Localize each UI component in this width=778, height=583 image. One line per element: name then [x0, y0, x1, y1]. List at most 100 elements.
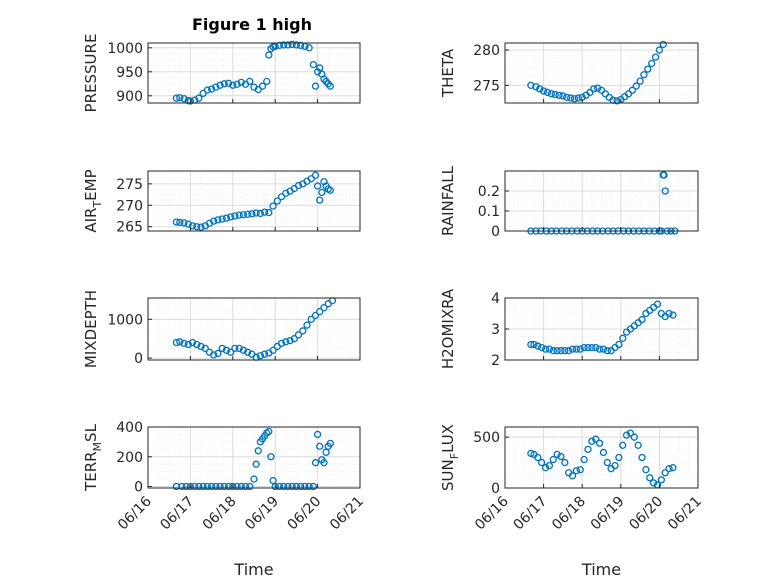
terr_msl-marker: [326, 439, 334, 448]
air_temp-marker: [235, 211, 243, 219]
pressure-marker: [216, 81, 224, 89]
terr_msl-marker: [309, 482, 318, 491]
terr_msl-marker: [203, 482, 212, 491]
sun_flux-marker: [626, 429, 635, 437]
pressure-marker: [280, 41, 288, 49]
sun_flux-marker: [588, 437, 596, 445]
sun_flux-marker: [541, 464, 550, 472]
terr_msl-marker: [320, 459, 328, 467]
sun_flux-marker: [595, 439, 604, 447]
terr_msl-marker: [216, 482, 224, 491]
theta-marker: [555, 91, 563, 99]
terr_msl-marker: [199, 482, 207, 491]
terr_msl-marker: [190, 482, 199, 491]
sun_flux-marker: [649, 479, 658, 487]
terr_msl-marker: [252, 460, 260, 468]
air_temp-marker: [313, 182, 322, 190]
mixdepth-marker: [235, 344, 243, 353]
terr_msl-marker: [241, 482, 250, 491]
sun_flux-ytick-label: 0: [491, 481, 500, 497]
theta-marker: [570, 95, 579, 103]
pressure-marker: [288, 40, 296, 49]
sun_flux-axes-box: [504, 426, 699, 489]
sun_flux-marker: [665, 465, 673, 473]
h2omixra-marker: [576, 345, 584, 353]
terr_msl-marker: [212, 482, 220, 491]
sun_flux-marker: [580, 455, 588, 464]
subplot-pressure: 900 950 1000 PRESSURE: [82, 34, 361, 112]
air_temp-marker: [316, 196, 324, 204]
mixdepth-marker: [316, 307, 324, 316]
theta-marker: [590, 85, 598, 93]
theta-marker: [659, 40, 667, 49]
mixdepth-marker: [227, 348, 235, 356]
mixdepth-marker: [193, 340, 201, 349]
theta-marker: [632, 82, 640, 90]
terr_msl-marker: [254, 447, 262, 455]
h2omixra-marker: [557, 347, 565, 355]
pressure-marker: [233, 80, 241, 88]
mixdepth-marker: [210, 351, 218, 359]
pressure-marker: [224, 79, 233, 87]
air_temp-marker: [231, 212, 239, 220]
pressure-marker: [207, 85, 216, 93]
theta-ytick-label: 280: [473, 43, 500, 59]
pressure-marker: [212, 83, 220, 91]
mixdepth-marker: [172, 338, 181, 347]
sun_flux-marker: [592, 435, 600, 443]
mixdepth-marker: [243, 348, 252, 356]
air_temp-marker: [248, 210, 256, 218]
terr_msl-marker: [229, 482, 237, 491]
h2omixra-marker: [534, 342, 542, 350]
terr_msl-ytick-label: 400: [116, 420, 143, 436]
air_temp-marker: [210, 217, 218, 225]
terr_msl-marker: [271, 482, 279, 491]
h2omixra-marker: [541, 345, 550, 353]
sun_flux-marker: [619, 441, 627, 449]
terr_msl-marker: [316, 442, 324, 450]
h2omixra-marker: [653, 300, 662, 308]
pressure-marker: [275, 41, 284, 50]
h2omixra-ytick-label: 4: [491, 291, 500, 307]
theta-marker: [543, 88, 552, 97]
terr_msl-axes-box: [147, 426, 361, 489]
h2omixra-marker: [565, 347, 573, 355]
h2omixra-ylabel: H2OMIXRA: [439, 288, 457, 369]
theta-marker: [547, 90, 555, 98]
mixdepth-marker: [303, 321, 311, 329]
air_temp-axes-box: [147, 170, 361, 232]
mixdepth-marker: [286, 336, 294, 345]
h2omixra-marker: [530, 340, 538, 349]
air_temp-marker: [176, 218, 184, 227]
h2omixra-marker: [603, 347, 611, 355]
terr_msl-marker: [311, 459, 320, 467]
subplot-air_temp: 265 270 275 AIRTEMP: [82, 169, 361, 236]
rainfall-ytick-label: 0: [491, 224, 500, 240]
sun_flux-marker: [630, 433, 638, 441]
air_temp-marker: [218, 215, 226, 223]
terr_msl-ytick-label: 200: [116, 450, 143, 466]
sun_flux-marker: [549, 455, 557, 464]
mixdepth-marker: [320, 304, 328, 312]
mixdepth-ytick-label: 1000: [107, 312, 143, 328]
theta-marker: [566, 94, 575, 102]
h2omixra-marker: [588, 343, 596, 352]
mixdepth-axes-box: [147, 297, 361, 361]
subplot-mixdepth: 0 1000 MIXDEPTH: [82, 290, 361, 368]
theta-ylabel: THETA: [439, 48, 457, 98]
h2omixra-marker: [553, 347, 561, 355]
terr_msl-marker: [250, 475, 258, 483]
sun_flux-marker: [599, 448, 608, 457]
h2omixra-marker: [568, 345, 577, 353]
sun_flux-marker: [638, 453, 646, 462]
mixdepth-marker: [214, 349, 222, 358]
air_temp-marker: [214, 216, 222, 224]
h2omixra-marker: [595, 345, 604, 353]
air_temp-marker: [269, 202, 277, 210]
sun_flux-marker: [657, 476, 665, 484]
sun_flux-marker: [534, 453, 542, 462]
h2omixra-marker: [538, 343, 546, 352]
sun_flux-marker: [561, 458, 569, 467]
h2omixra-ytick-label: 2: [491, 353, 500, 369]
theta-marker: [636, 77, 644, 85]
